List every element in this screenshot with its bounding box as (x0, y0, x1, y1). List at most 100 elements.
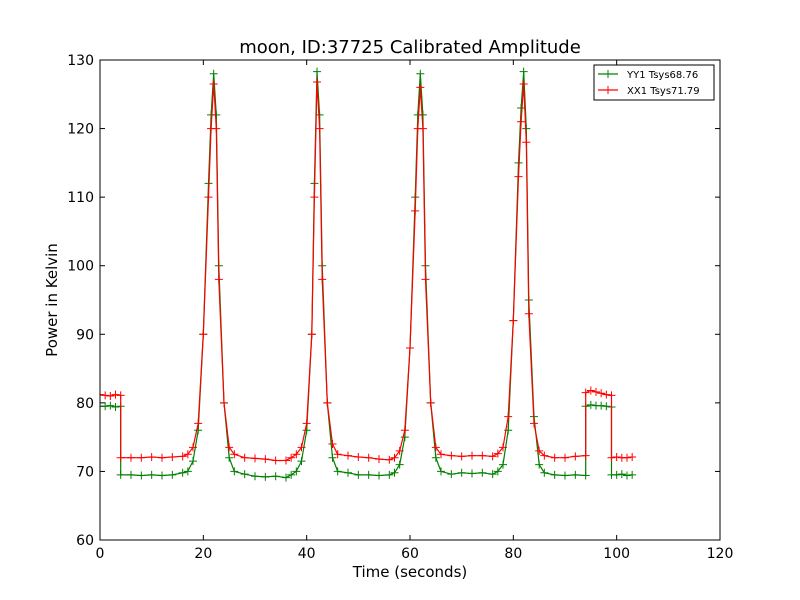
data-point (297, 443, 306, 452)
data-point (137, 471, 146, 480)
data-point (230, 450, 239, 459)
data-point (390, 468, 399, 477)
data-point (194, 419, 203, 428)
data-point (315, 124, 324, 133)
data-point (204, 193, 213, 202)
data-point (261, 455, 270, 464)
data-point (282, 456, 290, 465)
x-tick-label: 100 (603, 546, 630, 562)
data-point (199, 330, 208, 339)
data-point (514, 172, 523, 181)
data-point (183, 467, 192, 476)
data-point (612, 470, 621, 479)
x-tick-label: 40 (298, 546, 316, 562)
data-point (607, 453, 616, 462)
data-point (282, 473, 290, 482)
y-tick-label: 80 (76, 396, 94, 412)
data-point (225, 453, 234, 462)
data-point (323, 398, 332, 407)
data-point (581, 451, 590, 460)
data-point (571, 470, 580, 479)
legend: YY1 Tsys68.76 XX1 Tsys71.79 (593, 64, 715, 101)
legend-box (593, 64, 715, 101)
x-axis-label: Time (seconds) (352, 563, 468, 581)
x-tick-label: 60 (401, 546, 419, 562)
data-point (550, 453, 559, 462)
series-layer (100, 67, 637, 482)
data-point (602, 402, 611, 411)
data-point (111, 390, 120, 399)
data-point (230, 467, 239, 476)
y-tick-label: 90 (76, 327, 94, 343)
data-point (100, 390, 104, 399)
data-point (313, 77, 321, 86)
data-point (137, 453, 146, 462)
legend-label: XX1 Tsys71.79 (627, 86, 700, 97)
data-point (344, 468, 352, 477)
data-point (623, 453, 631, 462)
data-point (302, 419, 311, 428)
data-point (499, 460, 507, 469)
data-point (418, 124, 427, 133)
data-point (586, 400, 595, 409)
data-point (116, 391, 125, 400)
data-point (623, 471, 631, 480)
data-point (297, 457, 306, 466)
legend-marker (604, 86, 612, 94)
data-point (607, 391, 616, 400)
data-point (158, 453, 166, 462)
data-point (488, 470, 497, 479)
data-point (581, 471, 590, 480)
data-point (375, 455, 383, 464)
data-point (251, 454, 259, 463)
data-point (127, 453, 135, 462)
data-point (101, 391, 110, 400)
data-point (395, 460, 404, 469)
y-tick-label: 60 (76, 533, 94, 549)
data-point (189, 443, 197, 452)
data-point (168, 453, 177, 462)
data-point (106, 392, 115, 400)
data-point (540, 468, 549, 477)
legend-label: YY1 Tsys68.76 (626, 70, 698, 81)
y-axis-label: Power in Kelvin (43, 243, 61, 357)
data-point (602, 390, 611, 399)
data-point (111, 402, 120, 411)
data-point (385, 455, 394, 464)
data-point (478, 451, 487, 460)
data-point (493, 449, 502, 458)
data-point (364, 453, 373, 462)
data-point (628, 453, 637, 462)
data-point (147, 453, 156, 462)
data-point (116, 453, 125, 462)
data-point (617, 470, 626, 479)
data-point (457, 452, 466, 461)
data-point (333, 467, 342, 476)
data-point (581, 388, 590, 397)
data-point (416, 69, 425, 78)
y-tick-label: 120 (67, 122, 94, 138)
data-point (116, 470, 125, 479)
data-point (597, 401, 606, 410)
data-point (101, 402, 110, 411)
data-point (292, 467, 301, 476)
data-point (447, 470, 456, 479)
data-point (571, 452, 580, 461)
data-point (468, 469, 476, 478)
data-point (493, 467, 502, 476)
data-point (400, 426, 409, 435)
data-point (307, 330, 316, 339)
data-point (535, 446, 544, 455)
data-point (178, 468, 187, 477)
axes-frame (99, 59, 721, 541)
data-point (385, 470, 394, 479)
chart-title: moon, ID:37725 Calibrated Amplitude (239, 37, 581, 58)
data-point (540, 451, 549, 460)
data-point (586, 386, 595, 395)
data-point (310, 193, 319, 202)
data-point (106, 401, 115, 410)
data-point (302, 426, 311, 435)
data-point (354, 470, 363, 479)
data-point (158, 471, 166, 480)
